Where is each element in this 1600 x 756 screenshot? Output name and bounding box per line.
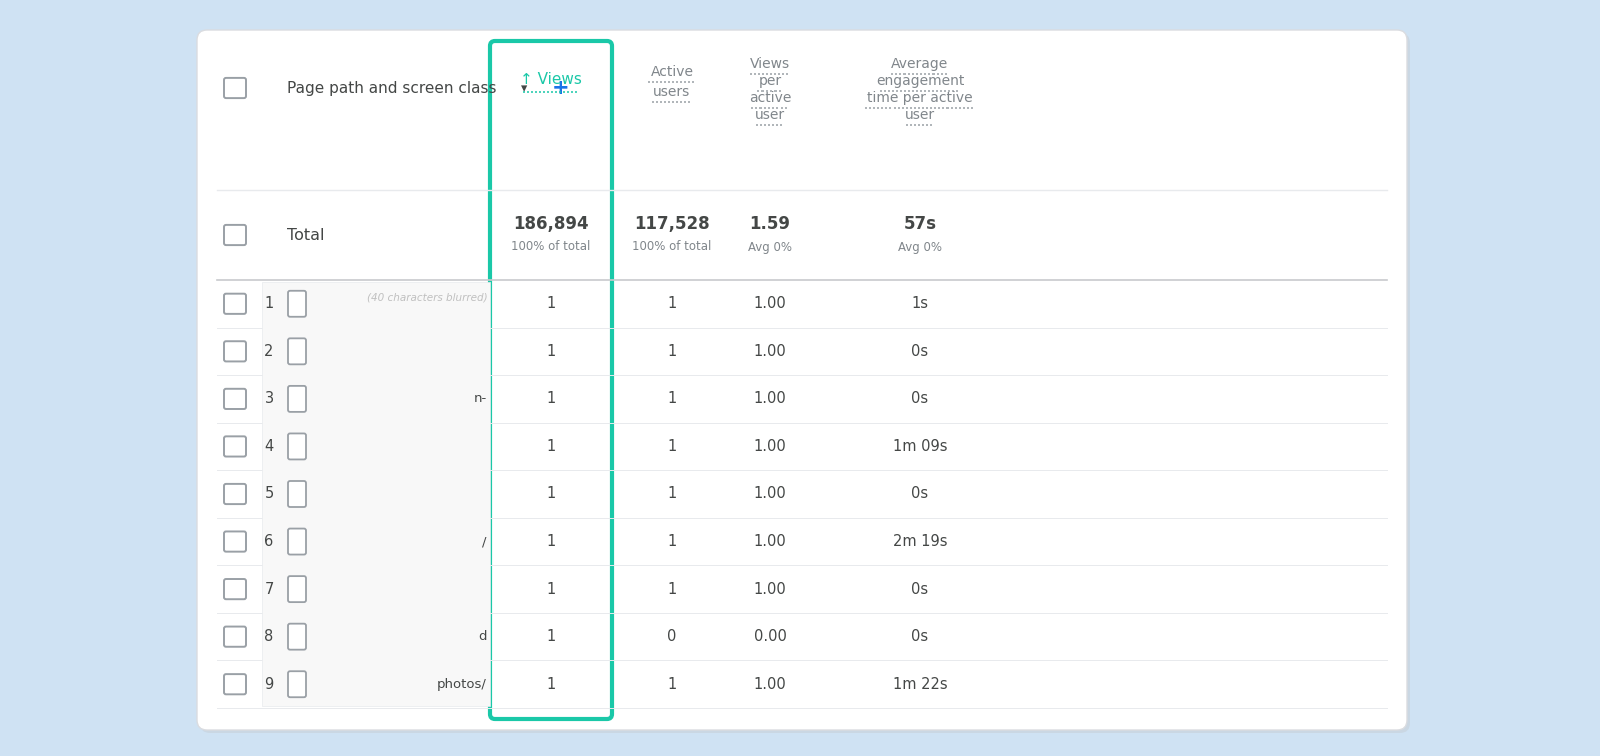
Text: photos/: photos/ [437,677,486,691]
Text: 1.00: 1.00 [754,534,786,549]
Text: 57s: 57s [904,215,936,233]
Text: 186,894: 186,894 [514,215,589,233]
Text: 0s: 0s [912,487,928,501]
Text: 117,528: 117,528 [634,215,710,233]
FancyBboxPatch shape [490,41,611,719]
Text: 1.59: 1.59 [749,215,790,233]
Text: 100% of total: 100% of total [632,240,712,253]
Text: per: per [758,74,781,88]
Text: 0.00: 0.00 [754,629,787,644]
Text: 1: 1 [667,296,677,311]
FancyBboxPatch shape [224,627,246,647]
Text: 0s: 0s [912,581,928,596]
Text: 1m 09s: 1m 09s [893,439,947,454]
FancyBboxPatch shape [197,30,1406,730]
Text: 1: 1 [546,534,555,549]
Text: Total: Total [286,228,325,243]
Text: 4: 4 [264,439,274,454]
FancyBboxPatch shape [224,579,246,600]
Text: Average: Average [891,57,949,71]
Text: 1.00: 1.00 [754,392,786,407]
Text: Active: Active [651,65,693,79]
Text: (40 characters blurred): (40 characters blurred) [366,293,488,302]
Text: 6: 6 [264,534,274,549]
Text: 1.00: 1.00 [754,344,786,359]
Text: 1.00: 1.00 [754,439,786,454]
FancyBboxPatch shape [224,225,246,245]
Text: 1: 1 [546,487,555,501]
Text: ▾: ▾ [517,82,528,94]
Text: /: / [483,535,486,548]
FancyBboxPatch shape [224,674,246,694]
Text: 5: 5 [264,487,274,501]
Text: Avg 0%: Avg 0% [898,240,942,253]
Bar [262,282,490,706]
FancyBboxPatch shape [288,671,306,697]
FancyBboxPatch shape [288,624,306,649]
Text: d: d [478,631,486,643]
Text: 3: 3 [264,392,274,407]
Text: 1.00: 1.00 [754,677,786,692]
FancyBboxPatch shape [288,481,306,507]
FancyBboxPatch shape [288,433,306,460]
Text: user: user [755,108,786,122]
Text: 1: 1 [667,487,677,501]
FancyBboxPatch shape [224,436,246,457]
Text: user: user [906,108,934,122]
Text: 1: 1 [667,677,677,692]
Text: 1: 1 [546,392,555,407]
Text: 1: 1 [264,296,274,311]
Text: 8: 8 [264,629,274,644]
FancyBboxPatch shape [200,33,1410,733]
Text: 0s: 0s [912,344,928,359]
Text: ↑ Views: ↑ Views [520,73,582,88]
Text: time per active: time per active [867,91,973,105]
FancyBboxPatch shape [288,386,306,412]
Text: 100% of total: 100% of total [512,240,590,253]
Text: 1: 1 [546,296,555,311]
Text: 1: 1 [546,629,555,644]
FancyBboxPatch shape [288,339,306,364]
Text: 1.00: 1.00 [754,487,786,501]
Text: 1: 1 [546,439,555,454]
Text: 2: 2 [264,344,274,359]
FancyBboxPatch shape [288,291,306,317]
Text: Avg 0%: Avg 0% [749,240,792,253]
FancyBboxPatch shape [224,78,246,98]
Text: 1: 1 [667,581,677,596]
FancyBboxPatch shape [224,389,246,409]
Text: 1: 1 [546,581,555,596]
Text: 2m 19s: 2m 19s [893,534,947,549]
FancyBboxPatch shape [224,293,246,314]
Text: 1.00: 1.00 [754,296,786,311]
Text: 7: 7 [264,581,274,596]
Text: Page path and screen class: Page path and screen class [286,80,496,95]
Text: 0s: 0s [912,629,928,644]
FancyBboxPatch shape [224,341,246,361]
Text: 1m 22s: 1m 22s [893,677,947,692]
Text: active: active [749,91,790,105]
FancyBboxPatch shape [288,576,306,602]
FancyBboxPatch shape [288,528,306,555]
FancyBboxPatch shape [224,531,246,552]
Text: users: users [653,85,691,99]
Text: Views: Views [750,57,790,71]
Text: 0s: 0s [912,392,928,407]
FancyBboxPatch shape [224,484,246,504]
Text: 1: 1 [546,344,555,359]
Text: 1: 1 [667,534,677,549]
Text: 1s: 1s [912,296,928,311]
Text: +: + [552,78,570,98]
Text: 1: 1 [667,439,677,454]
Text: 1: 1 [546,677,555,692]
Text: 1.00: 1.00 [754,581,786,596]
Text: engagement: engagement [875,74,965,88]
Text: 0: 0 [667,629,677,644]
Text: 1: 1 [667,392,677,407]
Text: n-: n- [474,392,486,405]
Text: 1: 1 [667,344,677,359]
Text: 9: 9 [264,677,274,692]
